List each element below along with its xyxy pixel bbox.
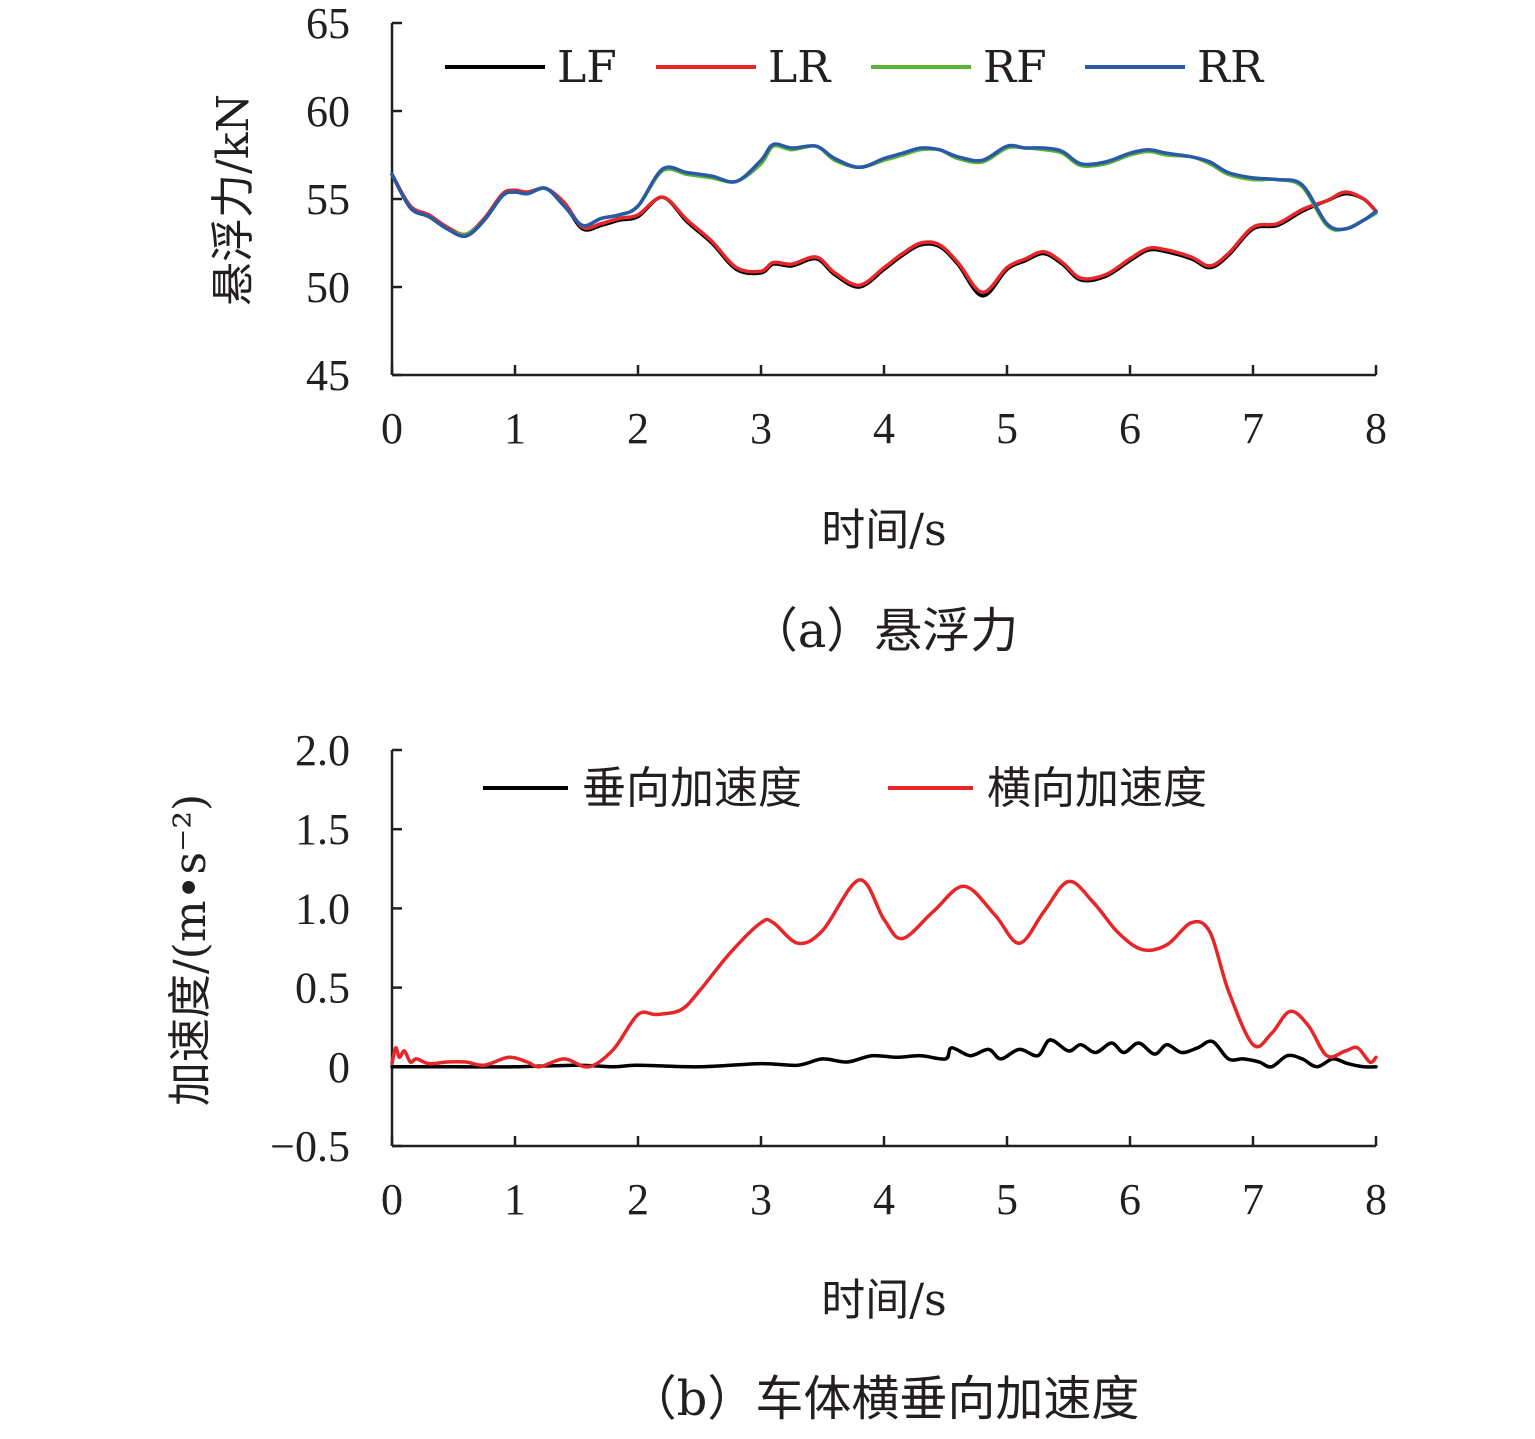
chart-a-x-tick-label: 6 <box>1119 404 1141 453</box>
chart-a-series-4-line <box>390 142 1378 238</box>
chart-b-xlabel: 时间/s <box>821 1275 946 1326</box>
chart-b-legend-label: 垂向加速度 <box>582 763 802 814</box>
chart-b-x-tick-label: 8 <box>1365 1175 1387 1224</box>
chart-a-x-tick-label: 7 <box>1242 404 1264 453</box>
chart-a-y-tick-label: 65 <box>306 0 350 48</box>
chart-b-x-tick-label: 0 <box>381 1175 403 1224</box>
chart-b-series <box>390 878 1378 1069</box>
chart-b: 0 1 2 3 4 5 6 7 8 −0.5 0 0.5 1.0 1.5 2.0 垂向加速度 横向加速度 时间… <box>165 726 1387 1427</box>
chart-a-x-tick-label: 0 <box>381 404 403 453</box>
chart-b-x-tick-label: 4 <box>873 1175 895 1224</box>
chart-a-x-tick-label: 4 <box>873 404 895 453</box>
chart-b-y-tick-label: 0 <box>328 1043 350 1092</box>
chart-a-x-tick-label: 1 <box>504 404 526 453</box>
chart-a-series-2-line <box>390 172 1378 295</box>
chart-a-series-1-line <box>390 172 1378 298</box>
chart-b-legend-label: 横向加速度 <box>987 763 1207 814</box>
chart-b-series-2-line <box>390 878 1378 1069</box>
chart-b-y-tick-label: −0.5 <box>270 1122 350 1171</box>
chart-b-caption: （b）车体横垂向加速度 <box>629 1371 1140 1427</box>
chart-b-ylabel: 加速度/(m•s⁻²) <box>165 794 216 1106</box>
chart-a-xlabel: 时间/s <box>821 505 946 556</box>
chart-a-x-tick-label: 5 <box>996 404 1018 453</box>
chart-a-legend-label: RR <box>1197 42 1265 93</box>
chart-a-legend-label: LF <box>557 42 617 93</box>
chart-a-series <box>390 142 1378 298</box>
chart-a-caption: （a）悬浮力 <box>750 603 1019 659</box>
chart-b-axes: 0 1 2 3 4 5 6 7 8 −0.5 0 0.5 1.0 1.5 2.0 <box>270 726 1387 1224</box>
chart-b-x-tick-label: 6 <box>1119 1175 1141 1224</box>
chart-a-x-tick-label: 8 <box>1365 404 1387 453</box>
chart-a-legend-label: LR <box>768 42 832 93</box>
chart-b-y-tick-label: 2.0 <box>295 726 350 775</box>
chart-b-x-tick-label: 2 <box>627 1175 649 1224</box>
chart-a-y-tick-label: 60 <box>306 87 350 136</box>
chart-b-x-tick-label: 1 <box>504 1175 526 1224</box>
chart-a-y-tick-label: 50 <box>306 263 350 312</box>
chart-b-legend: 垂向加速度 横向加速度 <box>483 763 1207 814</box>
chart-a-ylabel: 悬浮力/kN <box>208 94 259 306</box>
chart-a-legend: LF LR RF RR <box>445 42 1265 93</box>
chart-a-legend-label: RF <box>983 42 1047 93</box>
chart-a-y-tick-label: 45 <box>306 351 350 400</box>
chart-b-series-1-line <box>390 1038 1378 1069</box>
chart-b-x-tick-label: 7 <box>1242 1175 1264 1224</box>
chart-a-x-tick-label: 2 <box>627 404 649 453</box>
chart-b-y-tick-label: 0.5 <box>295 964 350 1013</box>
chart-b-x-tick-label: 5 <box>996 1175 1018 1224</box>
chart-b-y-tick-label: 1.5 <box>295 805 350 854</box>
chart-b-y-tick-label: 1.0 <box>295 884 350 933</box>
chart-b-x-tick-label: 3 <box>750 1175 772 1224</box>
chart-a-x-tick-label: 3 <box>750 404 772 453</box>
chart-a-y-tick-label: 55 <box>306 175 350 224</box>
